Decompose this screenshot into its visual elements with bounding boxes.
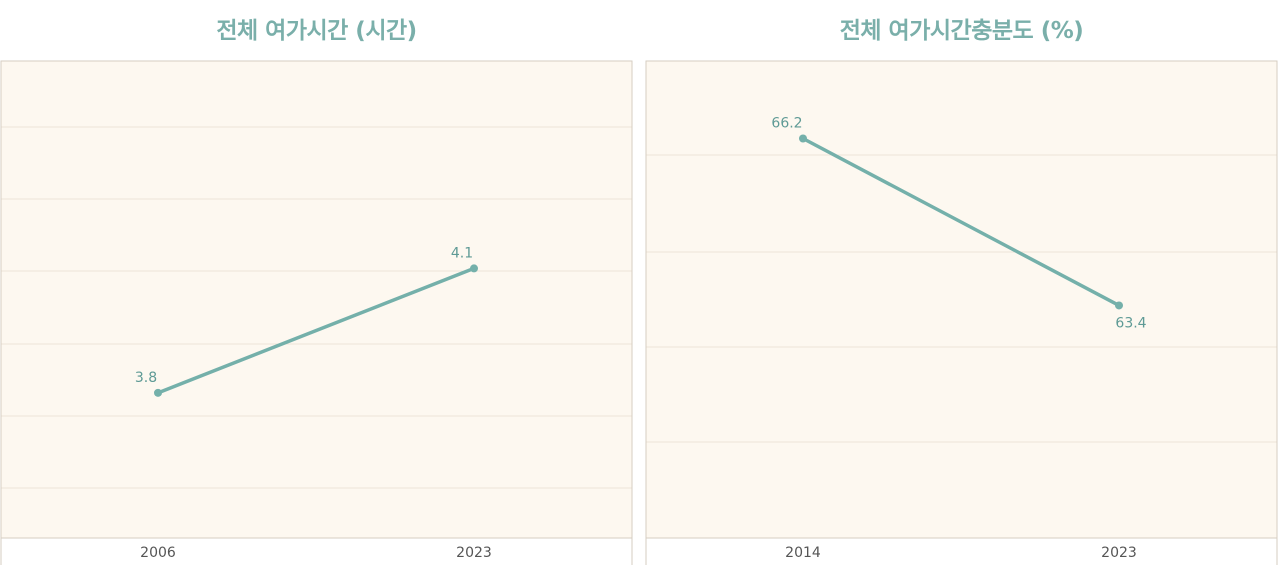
x-tick-label: 2014 [785, 545, 821, 561]
leisure-sufficiency-line-chart: 66.2 63.4 2014 2023 [645, 60, 1278, 565]
data-label: 63.4 [1115, 315, 1146, 331]
chart-title-leisure-time: 전체 여가시간 (시간) [216, 18, 417, 44]
data-point [154, 388, 162, 397]
leisure-time-line-chart: 3.8 4.1 2006 2023 [0, 60, 633, 565]
plot-area [1, 61, 632, 538]
data-point [799, 134, 807, 143]
data-label: 3.8 [135, 370, 157, 386]
series-line [801, 136, 1121, 308]
data-label: 66.2 [771, 116, 802, 132]
plot-border [645, 60, 1278, 539]
plot-border [0, 60, 633, 539]
x-tick-label: 2023 [1101, 545, 1137, 561]
data-label: 4.1 [451, 245, 473, 261]
data-point [1115, 301, 1123, 310]
plot-area [646, 61, 1277, 538]
series-line [156, 266, 476, 395]
x-tick-label: 2023 [456, 545, 492, 561]
x-tick-label: 2006 [140, 545, 176, 561]
data-point [470, 264, 478, 273]
chart-title-leisure-sufficiency: 전체 여가시간충분도 (%) [839, 18, 1084, 44]
